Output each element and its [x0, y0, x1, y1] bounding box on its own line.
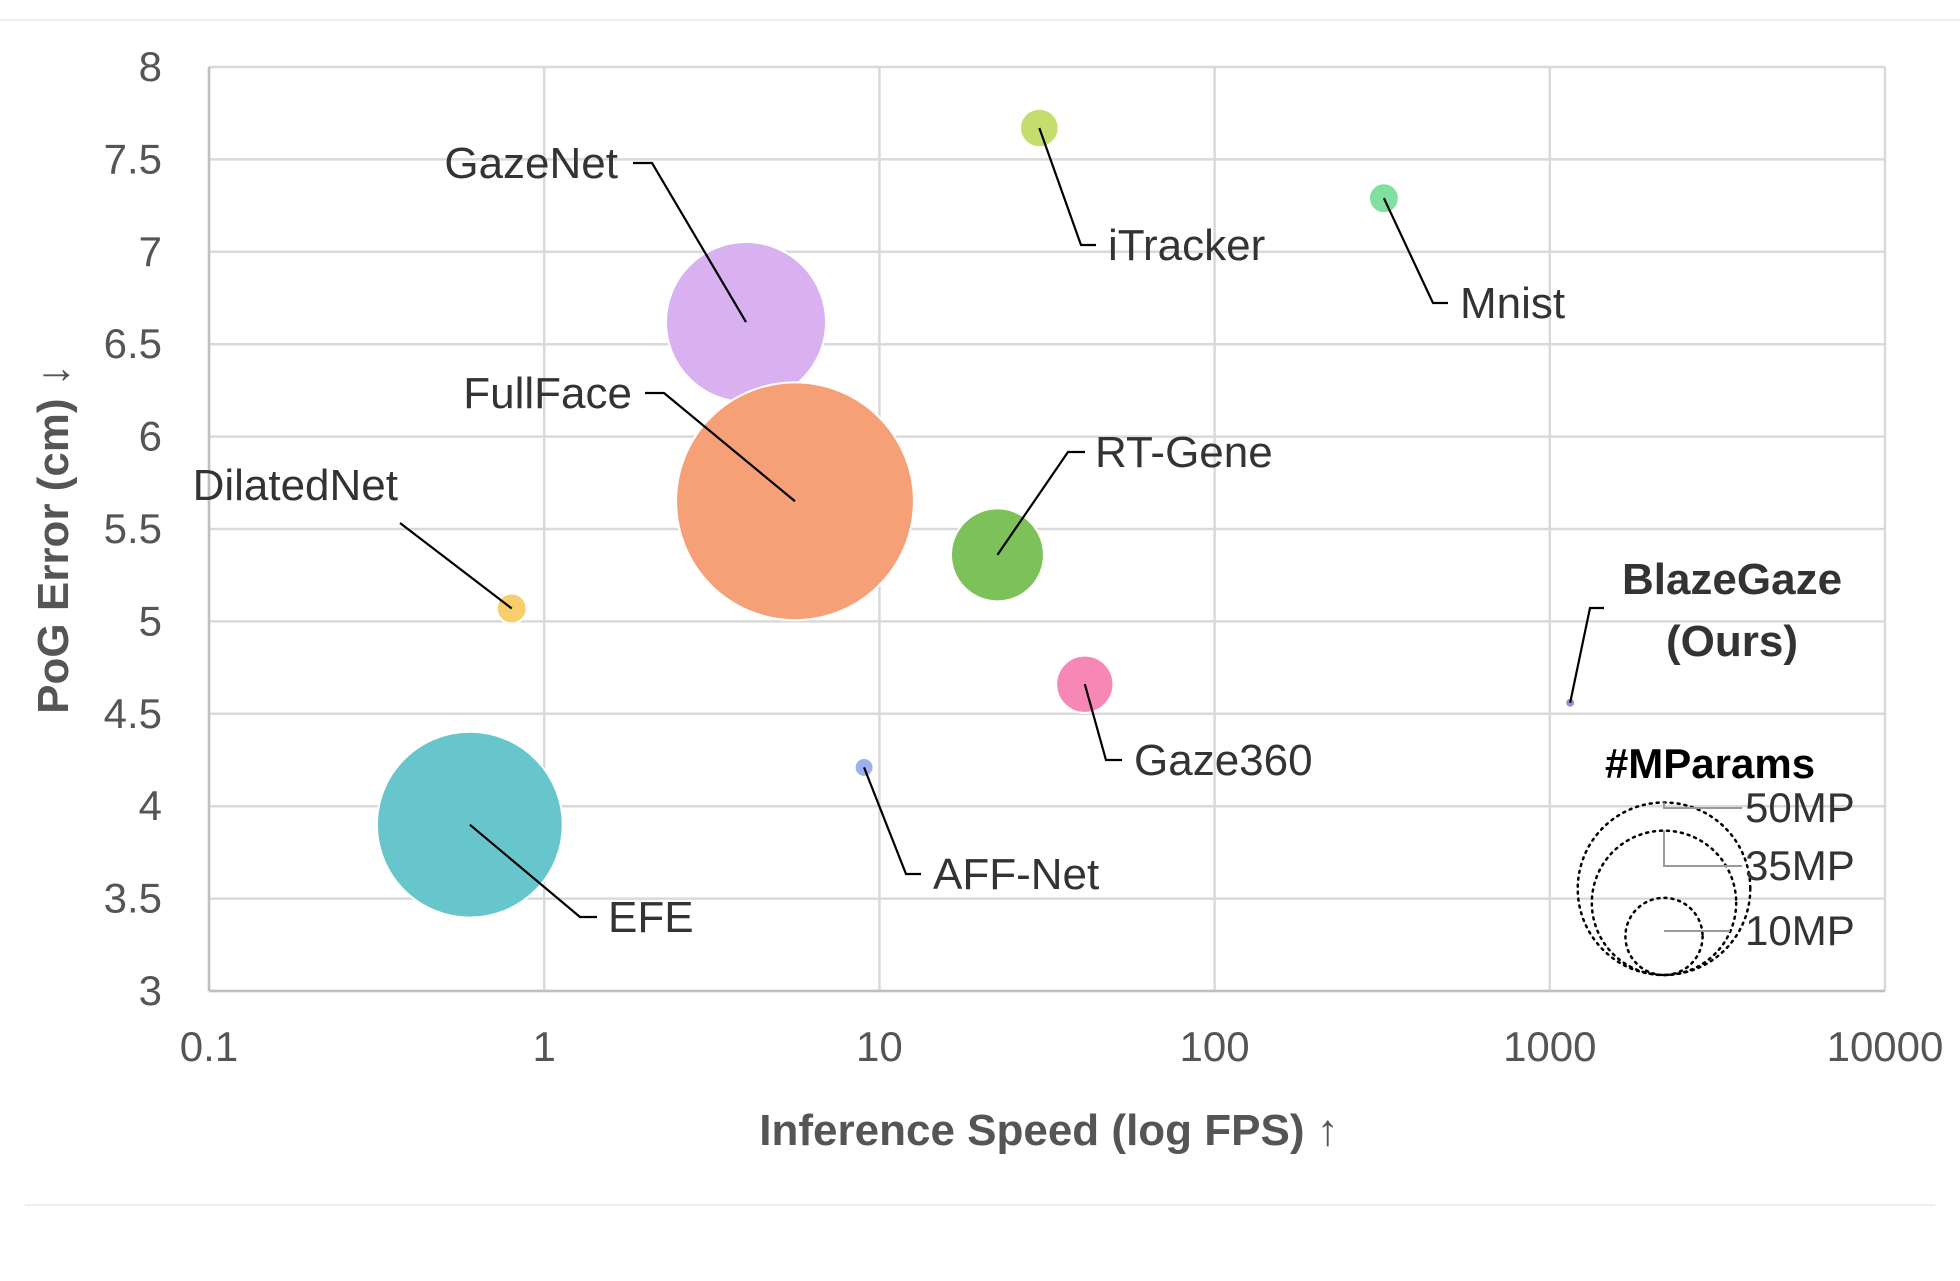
- point-label-aff-net: AFF-Net: [933, 850, 1099, 899]
- point-label-efe: EFE: [608, 893, 694, 942]
- point-label-line: AFF-Net: [933, 850, 1099, 899]
- y-tick-label: 5.5: [104, 505, 162, 552]
- leader-line-fullface: [645, 391, 796, 503]
- point-label-line: Mnist: [1460, 279, 1565, 328]
- x-tick-label: 10: [856, 1023, 903, 1070]
- leader-line-rt-gene: [996, 450, 1085, 556]
- leader-line-dilatednet: [399, 522, 513, 610]
- y-axis-title: PoG Error (cm) ↓: [29, 364, 78, 714]
- bubble-mnist: [1367, 182, 1400, 215]
- point-label-line: FullFace: [463, 369, 632, 418]
- y-tick-label: 3: [139, 967, 162, 1014]
- y-tick-label: 6: [139, 413, 162, 460]
- leader-line-gaze360: [1083, 683, 1122, 762]
- x-tick-label: 100: [1180, 1023, 1250, 1070]
- x-axis-title: Inference Speed (log FPS) ↑: [759, 1106, 1338, 1155]
- point-label-line: RT-Gene: [1095, 428, 1273, 477]
- point-label-line: (Ours): [1666, 617, 1798, 666]
- point-label-line: GazeNet: [444, 139, 618, 188]
- leader-line-aff-net: [863, 766, 921, 876]
- point-label-line: iTracker: [1108, 221, 1265, 270]
- point-label-dilatednet: DilatedNet: [193, 461, 398, 510]
- bubble-dilatednet: [495, 592, 528, 625]
- y-tick-label: 7: [139, 228, 162, 275]
- x-tick-label: 0.1: [180, 1023, 238, 1070]
- legend-circle-35mp: [1590, 829, 1738, 977]
- legend-label-10mp: 10MP: [1745, 907, 1855, 954]
- bubble-layer: [375, 107, 1577, 919]
- y-tick-label: 8: [139, 43, 162, 90]
- legend-circle-50mp: [1576, 801, 1752, 977]
- y-tick-label: 6.5: [104, 320, 162, 367]
- y-tick-label: 4.5: [104, 690, 162, 737]
- leader-line-gazenet: [633, 161, 747, 323]
- y-tick-label: 7.5: [104, 135, 162, 182]
- leader-line-efe: [469, 823, 597, 919]
- y-tick-label: 4: [139, 782, 162, 829]
- point-label-blazegaze: BlazeGaze (Ours): [1622, 555, 1842, 666]
- point-label-fullface: FullFace: [463, 369, 632, 418]
- point-label-line: EFE: [608, 893, 694, 942]
- legend-circle-10mp: [1624, 896, 1704, 977]
- x-tick-label: 1000: [1503, 1023, 1596, 1070]
- x-tick-label: 10000: [1827, 1023, 1944, 1070]
- y-tick-label: 5: [139, 597, 162, 644]
- legend-title: #MParams: [1605, 740, 1815, 787]
- bubble-fullface: [675, 381, 915, 622]
- legend-label-35mp: 35MP: [1745, 842, 1855, 889]
- leader-line-mnist: [1382, 197, 1448, 305]
- leader-line-itracker: [1038, 127, 1096, 247]
- point-label-gaze360: Gaze360: [1134, 736, 1313, 785]
- leader-line-blazegaze: [1569, 606, 1604, 703]
- legend-label-50mp: 50MP: [1745, 784, 1855, 831]
- point-label-gazenet: GazeNet: [444, 139, 618, 188]
- point-label-line: Gaze360: [1134, 736, 1313, 785]
- point-label-itracker: iTracker: [1108, 221, 1265, 270]
- point-label-line: BlazeGaze: [1622, 555, 1842, 604]
- legend-leader: [1663, 802, 1742, 809]
- x-tick-label: 1: [533, 1023, 556, 1070]
- point-label-rt-gene: RT-Gene: [1095, 428, 1273, 477]
- legend-leader: [1663, 830, 1742, 867]
- label-layer: GazeNet FullFace iTracker Mnist RT-Gene Dilat…: [193, 127, 1842, 942]
- point-label-mnist: Mnist: [1460, 279, 1565, 328]
- y-tick-label: 3.5: [104, 875, 162, 922]
- point-label-line: DilatedNet: [193, 461, 398, 510]
